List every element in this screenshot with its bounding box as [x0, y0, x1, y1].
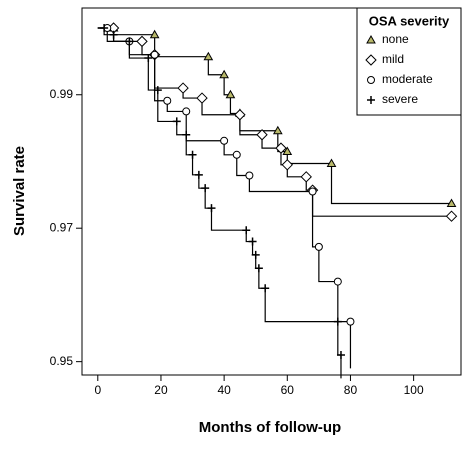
x-tick-label: 80 [344, 383, 358, 397]
legend-label: mild [382, 52, 404, 66]
censor-marker [234, 109, 246, 121]
censor-marker [163, 96, 172, 105]
legend-marker [367, 96, 375, 104]
censor-marker [242, 226, 251, 235]
censor-marker [177, 82, 189, 94]
x-tick-label: 60 [281, 383, 295, 397]
censor-marker [150, 50, 159, 59]
censor-marker [153, 86, 162, 95]
censor-marker [326, 158, 337, 167]
censor-marker [109, 30, 118, 39]
censor-marker [100, 24, 109, 33]
y-tick-label: 0.97 [50, 220, 74, 234]
censor-marker [207, 204, 216, 213]
censor-marker [251, 250, 260, 259]
survival-curve [97, 27, 342, 379]
censor-marker [149, 29, 160, 39]
censor-marker [333, 277, 342, 286]
censor-marker [275, 142, 287, 154]
censor-marker [125, 37, 134, 46]
y-tick-label: 0.99 [50, 87, 74, 101]
censor-marker [272, 125, 283, 135]
censor-marker [182, 107, 191, 116]
censor-marker [144, 54, 153, 63]
censor-marker [219, 69, 229, 79]
censor-marker [261, 284, 270, 293]
censor-marker [314, 242, 323, 251]
plot-frame [81, 7, 462, 376]
censor-marker [172, 117, 181, 126]
censor-marker [336, 350, 345, 359]
censor-marker [333, 317, 342, 326]
censor-marker [282, 146, 293, 155]
censor-marker [225, 89, 236, 99]
legend-marker [365, 54, 377, 66]
legend-marker [367, 76, 375, 84]
censor-marker [245, 171, 254, 180]
legend-label: moderate [382, 72, 433, 86]
censor-marker [203, 51, 214, 61]
censor-marker [281, 159, 293, 171]
censor-marker [196, 92, 208, 104]
legend-marker [366, 34, 376, 44]
legend-label: none [382, 32, 409, 46]
x-tick-label: 0 [94, 383, 101, 397]
y-tick-label: 0.95 [50, 354, 74, 368]
legend-title: OSA severity [369, 13, 450, 28]
censor-marker [254, 264, 263, 273]
censor-marker [220, 136, 229, 145]
x-axis-label: Months of follow-up [199, 419, 341, 436]
censor-marker [194, 170, 203, 179]
censor-marker [248, 237, 257, 246]
censor-marker [188, 150, 197, 159]
censor-marker [182, 130, 191, 139]
censor-marker [446, 198, 457, 208]
censor-marker [232, 150, 241, 159]
censor-marker [445, 210, 458, 222]
censor-marker [136, 35, 148, 48]
x-tick-label: 40 [217, 383, 231, 397]
y-axis-label: Survival rate [11, 146, 28, 236]
x-tick-label: 20 [154, 383, 168, 397]
censor-marker [256, 129, 268, 141]
censor-marker [308, 187, 317, 196]
censor-marker [346, 317, 355, 326]
legend-label: severe [382, 92, 418, 106]
censor-marker [300, 171, 312, 183]
censor-marker [201, 184, 210, 193]
x-tick-label: 100 [404, 383, 424, 397]
